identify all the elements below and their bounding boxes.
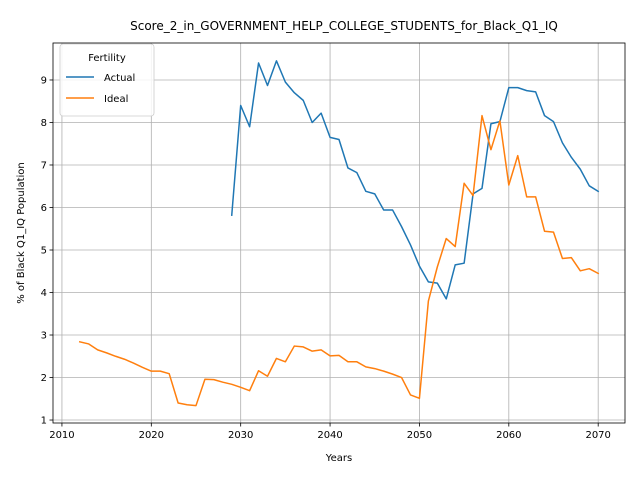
chart-title: Score_2_in_GOVERNMENT_HELP_COLLEGE_STUDE… [130,19,558,33]
legend-label-actual: Actual [104,73,135,84]
x-tick-label: 2020 [139,430,164,441]
y-tick-label: 5 [41,246,47,257]
x-tick-label: 2050 [407,430,432,441]
legend-title: Fertility [88,53,126,64]
y-axis-label: % of Black Q1_IQ Population [16,162,27,304]
y-tick-label: 4 [41,288,47,299]
legend: Fertility Actual Ideal [59,43,155,117]
x-tick-label: 2030 [228,430,253,441]
y-tick-label: 6 [41,203,47,214]
x-tick-label: 2060 [496,430,521,441]
series-line-ideal [78,114,600,407]
x-tick-label: 2010 [49,430,74,441]
y-tick-label: 1 [41,416,47,427]
y-tick-label: 8 [41,118,47,129]
y-tick-label: 7 [41,160,47,171]
x-tick-label: 2070 [585,430,610,441]
y-tick-label: 9 [41,75,47,86]
legend-label-ideal: Ideal [104,94,128,105]
y-tick-label: 2 [41,373,47,384]
x-axis-label: Years [325,453,352,464]
axis-ticks: 2010 2020 2030 2040 2050 2060 2070 1 2 3 4 5 6 7 8 9 [41,75,611,441]
x-tick-label: 2040 [317,430,342,441]
series-lines [78,60,600,407]
series-line-actual [230,60,600,300]
plot-frame [52,42,626,424]
y-tick-label: 3 [41,331,47,342]
